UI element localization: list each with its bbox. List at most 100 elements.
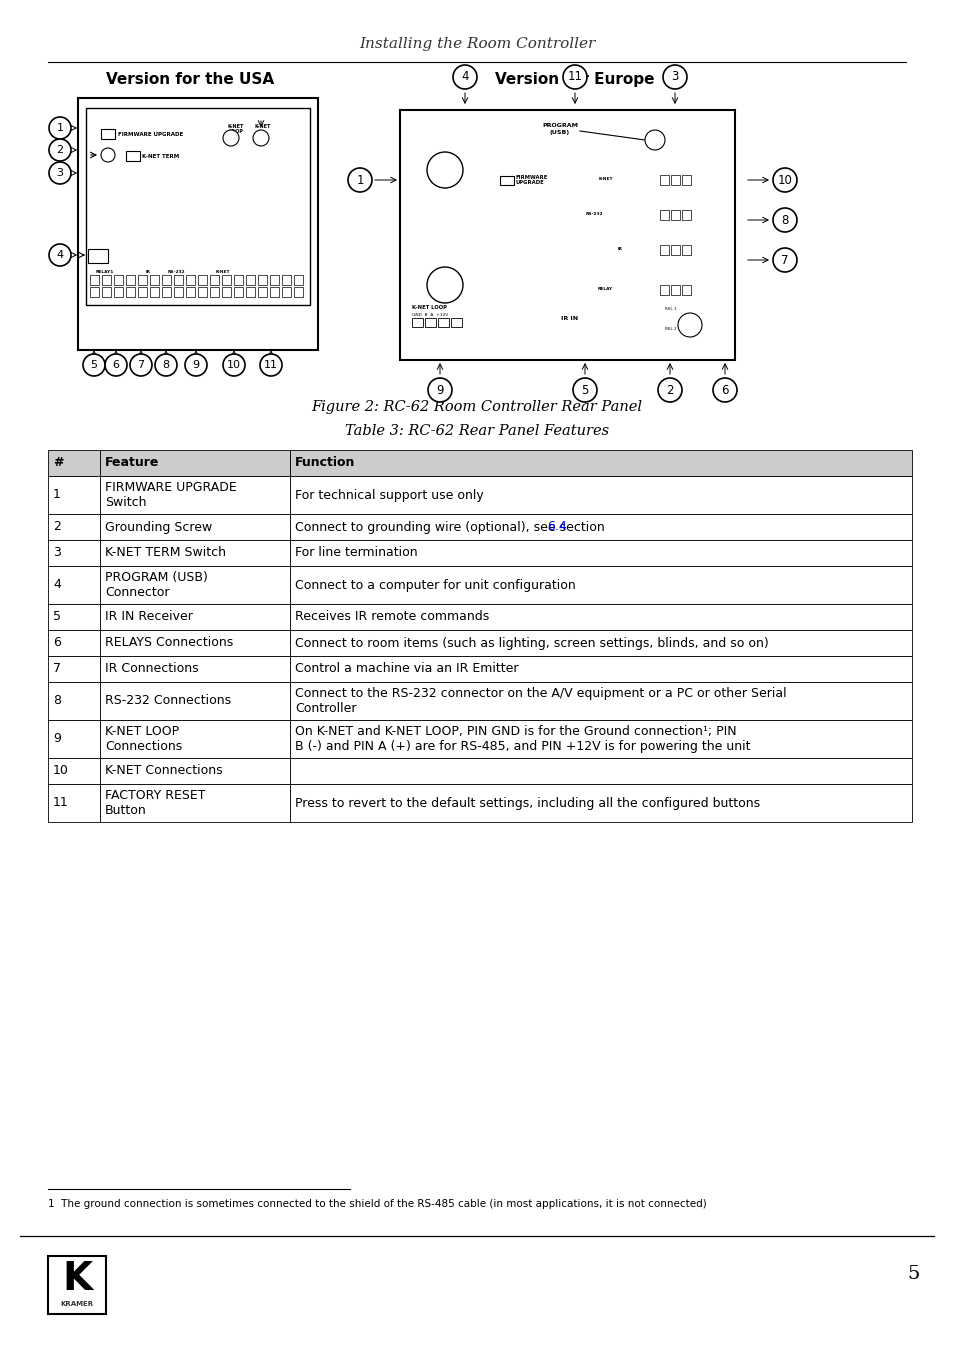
Bar [100, 630, 290, 655]
Text: 2: 2 [56, 145, 64, 154]
Bar [282, 287, 291, 297]
Text: RELAYS Connections: RELAYS Connections [105, 636, 233, 650]
Bar [290, 630, 911, 655]
Text: 6: 6 [53, 636, 61, 650]
Text: 5: 5 [91, 360, 97, 370]
Circle shape [453, 65, 476, 89]
Circle shape [49, 139, 71, 161]
Bar [100, 540, 290, 566]
Text: Figure 2: RC-62 Room Controller Rear Panel: Figure 2: RC-62 Room Controller Rear Pan… [312, 399, 641, 414]
Text: 7: 7 [53, 662, 61, 676]
Text: IR: IR [618, 246, 622, 250]
Text: 4: 4 [460, 70, 468, 84]
Bar [138, 275, 147, 284]
Text: Connect to grounding wire (optional), see section: Connect to grounding wire (optional), se… [294, 520, 608, 533]
Bar [270, 275, 278, 284]
Circle shape [427, 152, 462, 188]
Text: K-NET TERM Switch: K-NET TERM Switch [105, 547, 226, 559]
Bar [681, 245, 690, 255]
Text: IR: IR [146, 269, 151, 274]
Bar [162, 287, 171, 297]
Bar [102, 287, 111, 297]
Bar [100, 784, 290, 822]
Bar [173, 287, 183, 297]
Circle shape [428, 378, 452, 402]
Bar [113, 287, 123, 297]
Bar [173, 275, 183, 284]
Text: K-NET: K-NET [215, 269, 231, 274]
Text: RS-232 Connections: RS-232 Connections [105, 695, 231, 708]
Text: 6: 6 [112, 360, 119, 370]
Text: K-NET: K-NET [228, 125, 244, 129]
Bar [48, 682, 100, 720]
Text: #: # [53, 456, 64, 470]
Bar [670, 210, 679, 219]
Bar [659, 284, 668, 295]
Text: 9: 9 [53, 733, 61, 746]
Text: 1: 1 [56, 123, 64, 133]
Text: Installing the Room Controller: Installing the Room Controller [358, 37, 595, 51]
Bar [681, 210, 690, 219]
Text: K: K [62, 1261, 92, 1298]
Text: Grounding Screw: Grounding Screw [105, 520, 212, 533]
Text: K-NET LOOP
Connections: K-NET LOOP Connections [105, 724, 182, 753]
Bar [113, 275, 123, 284]
Text: 4: 4 [56, 250, 64, 260]
Bar [294, 287, 303, 297]
Text: 9: 9 [193, 360, 199, 370]
Text: 6: 6 [720, 383, 728, 397]
Bar [246, 275, 254, 284]
Bar [437, 318, 449, 328]
Bar [186, 275, 194, 284]
Bar [48, 515, 100, 540]
Text: FIRMWARE UPGRADE
Switch: FIRMWARE UPGRADE Switch [105, 481, 236, 509]
Bar [290, 720, 911, 758]
Bar [150, 287, 159, 297]
Bar [424, 318, 436, 328]
Text: Version for Europe: Version for Europe [495, 72, 654, 87]
Text: 9: 9 [436, 383, 443, 397]
Bar [290, 540, 911, 566]
Bar [100, 566, 290, 604]
Circle shape [105, 353, 127, 376]
Bar [681, 175, 690, 185]
Bar [48, 1257, 106, 1313]
Text: 10: 10 [777, 173, 792, 187]
Bar [102, 275, 111, 284]
Bar [100, 758, 290, 784]
Bar [100, 477, 290, 515]
Bar [126, 287, 135, 297]
Text: REL 2: REL 2 [664, 328, 676, 330]
Bar [670, 245, 679, 255]
Circle shape [427, 267, 462, 303]
Bar [659, 210, 668, 219]
Bar [233, 275, 243, 284]
Text: 6.4: 6.4 [547, 520, 567, 533]
Text: FACTORY RESET
Button: FACTORY RESET Button [105, 789, 205, 816]
Text: K-NET LOOP: K-NET LOOP [412, 305, 447, 310]
Text: 5: 5 [580, 383, 588, 397]
Text: RELAY: RELAY [598, 287, 613, 291]
Text: IR Connections: IR Connections [105, 662, 198, 676]
Bar [100, 515, 290, 540]
Text: 2: 2 [665, 383, 673, 397]
Bar [670, 284, 679, 295]
Text: K-NET TERM: K-NET TERM [142, 153, 179, 158]
Text: PROGRAM: PROGRAM [541, 123, 578, 129]
Text: Connect to the RS-232 connector on the A/V equipment or a PC or other Serial
Con: Connect to the RS-232 connector on the A… [294, 686, 785, 715]
Bar [222, 287, 231, 297]
Text: 8: 8 [162, 360, 170, 370]
Bar [290, 515, 911, 540]
Text: IR IN: IR IN [561, 315, 578, 321]
Text: Version for the USA: Version for the USA [106, 72, 274, 87]
Bar [290, 604, 911, 630]
Bar [294, 275, 303, 284]
Bar [48, 655, 100, 682]
Circle shape [772, 248, 796, 272]
Text: Connect to room items (such as lighting, screen settings, blinds, and so on): Connect to room items (such as lighting,… [294, 636, 768, 650]
Bar [100, 655, 290, 682]
Bar [499, 176, 514, 185]
Circle shape [772, 209, 796, 232]
Bar [48, 566, 100, 604]
Bar [290, 784, 911, 822]
